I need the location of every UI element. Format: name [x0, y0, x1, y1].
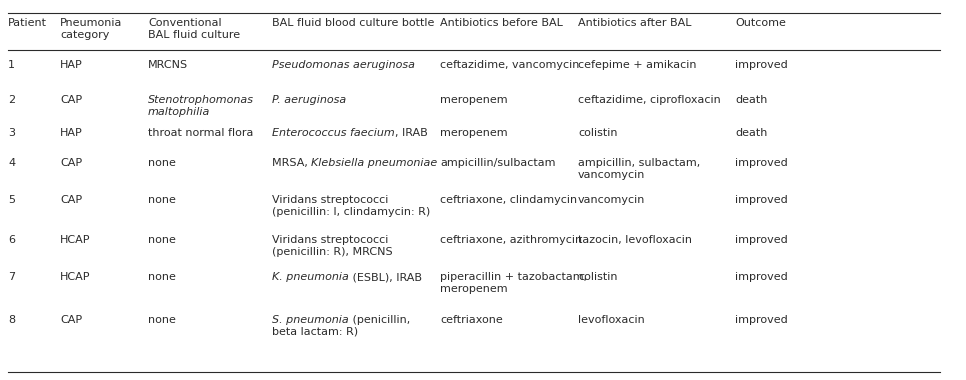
Text: Outcome: Outcome: [735, 18, 786, 28]
Text: ceftriaxone, clindamycin: ceftriaxone, clindamycin: [440, 195, 577, 205]
Text: vancomycin: vancomycin: [578, 170, 645, 180]
Text: improved: improved: [735, 235, 787, 245]
Text: throat normal flora: throat normal flora: [148, 128, 253, 138]
Text: Antibiotics before BAL: Antibiotics before BAL: [440, 18, 563, 28]
Text: ampicillin, sulbactam,: ampicillin, sulbactam,: [578, 158, 700, 168]
Text: Enterococcus faecium: Enterococcus faecium: [272, 128, 395, 138]
Text: death: death: [735, 95, 767, 105]
Text: piperacillin + tazobactam,: piperacillin + tazobactam,: [440, 272, 587, 282]
Text: Conventional: Conventional: [148, 18, 221, 28]
Text: HAP: HAP: [60, 128, 83, 138]
Text: improved: improved: [735, 195, 787, 205]
Text: 5: 5: [8, 195, 15, 205]
Text: meropenem: meropenem: [440, 284, 507, 294]
Text: Viridans streptococci: Viridans streptococci: [272, 235, 388, 245]
Text: Klebsiella pneumoniae: Klebsiella pneumoniae: [311, 158, 438, 168]
Text: Patient: Patient: [8, 18, 47, 28]
Text: CAP: CAP: [60, 95, 82, 105]
Text: K. pneumonia: K. pneumonia: [272, 272, 349, 282]
Text: improved: improved: [735, 158, 787, 168]
Text: Viridans streptococci: Viridans streptococci: [272, 195, 388, 205]
Text: CAP: CAP: [60, 158, 82, 168]
Text: ceftazidime, vancomycin: ceftazidime, vancomycin: [440, 60, 580, 70]
Text: (penicillin,: (penicillin,: [349, 315, 410, 325]
Text: HCAP: HCAP: [60, 235, 91, 245]
Text: MRCNS: MRCNS: [148, 60, 188, 70]
Text: (penicillin: I, clindamycin: R): (penicillin: I, clindamycin: R): [272, 207, 430, 217]
Text: BAL fluid culture: BAL fluid culture: [148, 30, 241, 40]
Text: none: none: [148, 315, 176, 325]
Text: beta lactam: R): beta lactam: R): [272, 327, 358, 337]
Text: (ESBL), IRAB: (ESBL), IRAB: [349, 272, 422, 282]
Text: HCAP: HCAP: [60, 272, 91, 282]
Text: improved: improved: [735, 315, 787, 325]
Text: 6: 6: [8, 235, 15, 245]
Text: meropenem: meropenem: [440, 128, 507, 138]
Text: BAL fluid blood culture bottle: BAL fluid blood culture bottle: [272, 18, 435, 28]
Text: meropenem: meropenem: [440, 95, 507, 105]
Text: vancomycin: vancomycin: [578, 195, 645, 205]
Text: levofloxacin: levofloxacin: [578, 315, 644, 325]
Text: 3: 3: [8, 128, 15, 138]
Text: 7: 7: [8, 272, 15, 282]
Text: 1: 1: [8, 60, 15, 70]
Text: Antibiotics after BAL: Antibiotics after BAL: [578, 18, 692, 28]
Text: Stenotrophomonas: Stenotrophomonas: [148, 95, 254, 105]
Text: improved: improved: [735, 60, 787, 70]
Text: death: death: [735, 128, 767, 138]
Text: 2: 2: [8, 95, 15, 105]
Text: 8: 8: [8, 315, 15, 325]
Text: cefepime + amikacin: cefepime + amikacin: [578, 60, 696, 70]
Text: none: none: [148, 195, 176, 205]
Text: ceftriaxone: ceftriaxone: [440, 315, 502, 325]
Text: Pseudomonas aeruginosa: Pseudomonas aeruginosa: [272, 60, 415, 70]
Text: improved: improved: [735, 272, 787, 282]
Text: ampicillin/sulbactam: ampicillin/sulbactam: [440, 158, 555, 168]
Text: S. pneumonia: S. pneumonia: [272, 315, 349, 325]
Text: P. aeruginosa: P. aeruginosa: [272, 95, 346, 105]
Text: ceftazidime, ciprofloxacin: ceftazidime, ciprofloxacin: [578, 95, 721, 105]
Text: 4: 4: [8, 158, 15, 168]
Text: HAP: HAP: [60, 60, 83, 70]
Text: CAP: CAP: [60, 315, 82, 325]
Text: none: none: [148, 158, 176, 168]
Text: colistin: colistin: [578, 272, 617, 282]
Text: colistin: colistin: [578, 128, 617, 138]
Text: , IRAB: , IRAB: [395, 128, 428, 138]
Text: category: category: [60, 30, 109, 40]
Text: CAP: CAP: [60, 195, 82, 205]
Text: ceftriaxone, azithromycin: ceftriaxone, azithromycin: [440, 235, 582, 245]
Text: none: none: [148, 272, 176, 282]
Text: maltophilia: maltophilia: [148, 107, 211, 117]
Text: none: none: [148, 235, 176, 245]
Text: tazocin, levofloxacin: tazocin, levofloxacin: [578, 235, 692, 245]
Text: (penicillin: R), MRCNS: (penicillin: R), MRCNS: [272, 247, 392, 257]
Text: MRSA,: MRSA,: [272, 158, 311, 168]
Text: Pneumonia: Pneumonia: [60, 18, 123, 28]
